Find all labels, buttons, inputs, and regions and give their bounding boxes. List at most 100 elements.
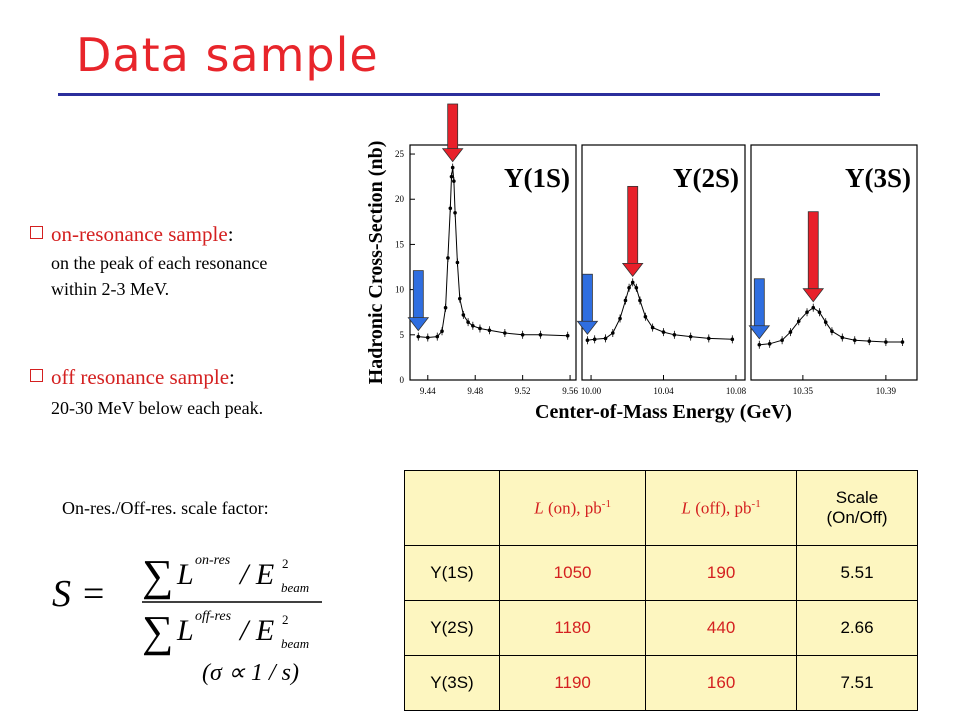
data-point <box>623 298 628 303</box>
on-resonance-arrow-head <box>802 288 825 303</box>
data-point <box>638 298 642 303</box>
data-point <box>884 340 888 344</box>
data-point <box>487 328 492 333</box>
table-header-blank <box>404 470 500 546</box>
on-resonance-arrow-head <box>621 262 644 278</box>
y-tick-label: 0 <box>400 375 405 385</box>
row-lum-off: 160 <box>645 655 797 711</box>
resonance-curve <box>418 167 568 339</box>
y-axis-label: Hadronic Cross-Section (nb) <box>365 141 387 385</box>
x-tick-label: 10.35 <box>793 386 814 396</box>
scale-factor-label: On-res./Off-res. scale factor: <box>62 498 269 518</box>
lum-symbol: L <box>534 498 544 518</box>
lum-symbol: L <box>681 498 691 518</box>
data-point <box>592 337 597 342</box>
data-point <box>788 330 793 334</box>
data-point <box>900 340 905 344</box>
panel-label: Υ(1S) <box>504 163 570 193</box>
data-point <box>585 338 590 343</box>
on-resonance-arrow <box>807 211 819 291</box>
data-point <box>452 179 456 183</box>
data-point <box>618 316 622 321</box>
data-point <box>455 260 460 265</box>
data-point <box>453 210 457 215</box>
scale-header-line1: Scale <box>835 488 879 507</box>
resonance-curve <box>587 281 733 341</box>
data-point <box>811 305 816 310</box>
x-tick-label: 9.48 <box>467 386 483 396</box>
title-underline <box>58 93 880 96</box>
data-point <box>830 329 834 333</box>
row-scale: 5.51 <box>796 545 918 601</box>
data-point <box>706 336 711 341</box>
row-lum-off: 440 <box>645 600 797 656</box>
data-point <box>425 335 430 340</box>
data-point <box>520 333 525 337</box>
formula-num-l: L <box>176 558 194 591</box>
formula-den-e: / E <box>238 614 274 647</box>
data-point <box>817 310 822 315</box>
bullet-line: 20-30 MeV below each peak. <box>51 398 264 418</box>
on-resonance-arrow <box>447 103 459 150</box>
row-scale: 2.66 <box>796 600 918 656</box>
row-lum-on: 1180 <box>498 600 647 656</box>
formula-den-esup: 2 <box>282 612 289 627</box>
slide-title: Data sample <box>76 28 379 82</box>
bullet-line: within 2-3 MeV. <box>51 279 170 299</box>
data-point <box>650 325 655 330</box>
cross-section-chart: Hadronic Cross-Section (nb) Center-of-Mas… <box>365 103 918 423</box>
data-point <box>757 342 762 347</box>
checkbox-bullet-icon <box>30 369 43 382</box>
x-tick-label: 10.04 <box>653 386 674 396</box>
bullet-off-resonance: off resonance sample: <box>30 365 235 390</box>
bullet-on-resonance: on-resonance sample: <box>30 222 234 247</box>
row-lum-on: 1190 <box>498 655 647 711</box>
table-row: Y(2S) 1180 440 2.66 <box>404 600 918 656</box>
data-point <box>440 329 444 333</box>
data-point <box>661 330 666 334</box>
data-point <box>603 336 608 341</box>
off-resonance-arrow <box>412 270 424 320</box>
formula-proportional: (σ ∝ 1 / s) <box>202 660 299 686</box>
table-header-lum-on: L (on), pb-1 <box>498 470 647 546</box>
lum-off-text: (off), pb <box>690 498 752 518</box>
scale-factor-formula: S = ∑ L on-res / E 2 beam ∑ L off-res / … <box>52 551 322 686</box>
y-tick-label: 10 <box>395 285 405 295</box>
formula-num-e: / E <box>238 558 274 591</box>
y-tick-label: 5 <box>400 330 405 340</box>
table-row: Y(3S) 1190 160 7.51 <box>404 655 918 711</box>
data-point <box>449 174 454 179</box>
x-tick-label: 10.39 <box>876 386 897 396</box>
row-name: Y(1S) <box>404 545 500 601</box>
lum-on-text: (on), pb <box>543 498 602 518</box>
row-name: Y(3S) <box>404 655 500 711</box>
data-point <box>450 165 455 170</box>
data-point <box>458 296 462 301</box>
bullet-colon: : <box>229 365 235 389</box>
formula-sum-bottom: ∑ <box>142 607 173 656</box>
checkbox-bullet-icon <box>30 226 43 239</box>
data-point <box>643 314 648 319</box>
data-point <box>461 313 466 317</box>
off-resonance-arrow-head <box>407 317 430 332</box>
formula-lhs: S = <box>52 573 106 615</box>
data-point <box>471 323 475 328</box>
off-resonance-arrow <box>753 278 765 328</box>
x-tick-label: 9.52 <box>515 386 531 396</box>
data-point <box>767 342 772 346</box>
data-point <box>565 333 570 338</box>
formula-num-esub: beam <box>281 580 309 595</box>
bullet-line: on the peak of each resonance <box>51 253 268 273</box>
data-point <box>852 338 857 343</box>
row-scale: 7.51 <box>796 655 918 711</box>
data-point <box>840 335 845 340</box>
panel-label: Υ(3S) <box>845 163 911 193</box>
panel-frame <box>409 144 577 381</box>
formula-num-esup: 2 <box>282 556 289 571</box>
table-header-scale: Scale (On/Off) <box>796 470 918 546</box>
data-point <box>823 320 828 324</box>
row-lum-off: 190 <box>645 545 797 601</box>
table-header-lum-off: L (off), pb-1 <box>645 470 797 546</box>
data-point <box>538 333 543 337</box>
scale-header-line2: (On/Off) <box>826 508 888 527</box>
